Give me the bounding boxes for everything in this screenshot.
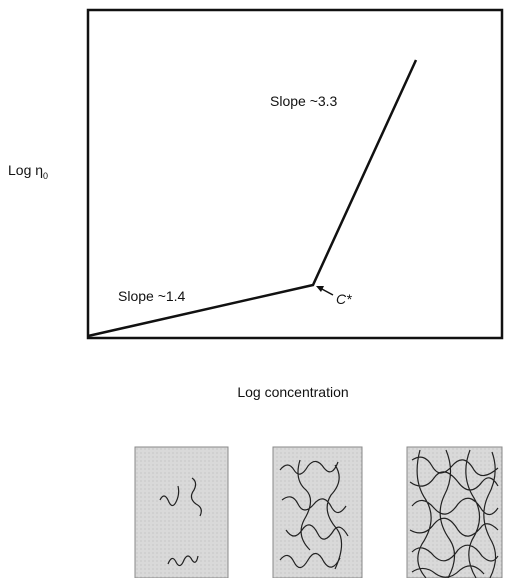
diagram: Log η0 Slope ~3.3 Slope ~1.4 C* Log conc… [0, 0, 508, 578]
lower-slope-label: Slope ~1.4 [118, 288, 186, 304]
critical-point-label: C* [336, 291, 352, 307]
x-axis-label: Log concentration [237, 384, 348, 400]
y-axis-label: Log η0 [8, 162, 48, 181]
upper-slope-label: Slope ~3.3 [270, 93, 338, 109]
dilute-panel [135, 447, 228, 578]
semi-dilute-panel [273, 447, 362, 578]
concentrated-panel [407, 447, 502, 578]
